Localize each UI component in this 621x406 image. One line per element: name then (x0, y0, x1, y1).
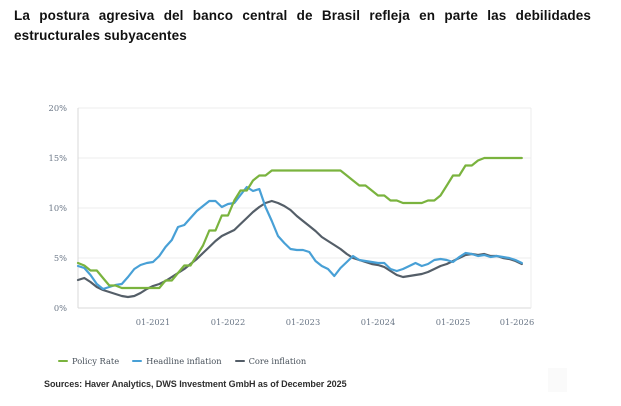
y-tick-label-10%: 10% (49, 203, 68, 213)
y-tick-label-0%: 0% (54, 303, 67, 313)
x-tick-label-01-2022: 01-2022 (211, 317, 245, 327)
y-tick-label-15%: 15% (49, 153, 68, 163)
title-line-1: La postura agresiva del banco central de… (14, 8, 591, 23)
legend-label-core-inflation: Core inflation (248, 356, 307, 366)
legend-item-core-inflation: Core inflation (234, 356, 307, 366)
core-inflation-swatch-icon (234, 359, 245, 363)
policy-rate-line (76, 156, 523, 290)
title-line-2: estructurales subyacentes (14, 27, 187, 43)
headline-inflation-line (76, 185, 523, 291)
x-tick-label-01-2024: 01-2024 (361, 317, 395, 327)
legend-item-policy-rate: Policy Rate (58, 356, 119, 366)
policy-rate-swatch-icon (58, 359, 68, 363)
chart-legend: Policy Rate Headline inflation Core infl… (58, 356, 306, 366)
core-inflation-line (76, 199, 523, 299)
headline-inflation-swatch-icon (132, 359, 143, 363)
y-tick-label-20%: 20% (49, 103, 68, 113)
x-tick-label-01-2026: 01-2026 (500, 317, 534, 327)
x-tick-label-01-2025: 01-2025 (436, 317, 470, 327)
sources-note: Sources: Haver Analytics, DWS Investment… (44, 379, 347, 389)
legend-item-headline-inflation: Headline inflation (132, 356, 222, 366)
x-tick-label-01-2023: 01-2023 (286, 317, 320, 327)
legend-label-headline-inflation: Headline inflation (146, 356, 222, 366)
x-tick-label-01-2021: 01-2021 (136, 317, 170, 327)
page-title: La postura agresiva del banco central de… (14, 6, 591, 45)
y-tick-label-5%: 5% (54, 253, 67, 263)
faint-corner-box (548, 368, 567, 392)
legend-label-policy-rate: Policy Rate (72, 356, 120, 366)
